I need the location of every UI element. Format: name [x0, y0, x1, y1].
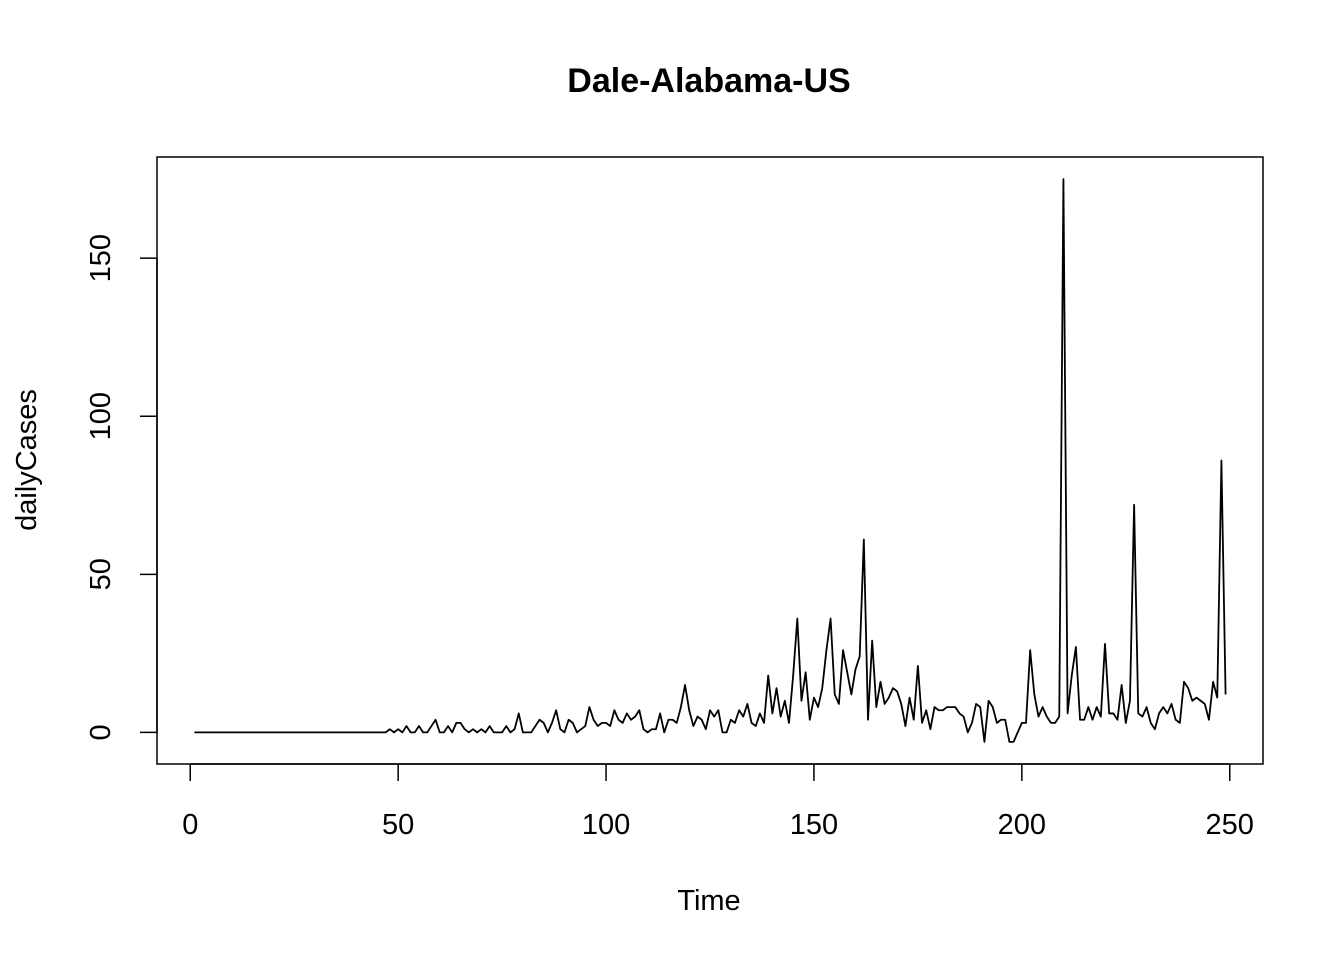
y-axis: 0 50 100 150: [85, 234, 158, 740]
y-tick-label: 50: [85, 558, 117, 590]
x-tick-label: 200: [998, 809, 1046, 841]
chart-title: Dale-Alabama-US: [567, 62, 850, 100]
x-axis: 0 50 100 150 200 250: [182, 763, 1254, 841]
x-tick-label: 50: [382, 809, 414, 841]
x-tick-label: 0: [182, 809, 198, 841]
series-line: [194, 178, 1227, 743]
y-tick-label: 150: [85, 234, 117, 282]
y-tick-label: 100: [85, 392, 117, 440]
x-tick-label: 250: [1206, 809, 1254, 841]
x-tick-label: 100: [582, 809, 630, 841]
x-axis-label: Time: [677, 885, 740, 917]
y-tick-label: 0: [85, 724, 117, 740]
x-tick-label: 150: [790, 809, 838, 841]
y-axis-label: dailyCases: [11, 389, 43, 531]
plot-frame: [156, 156, 1264, 765]
